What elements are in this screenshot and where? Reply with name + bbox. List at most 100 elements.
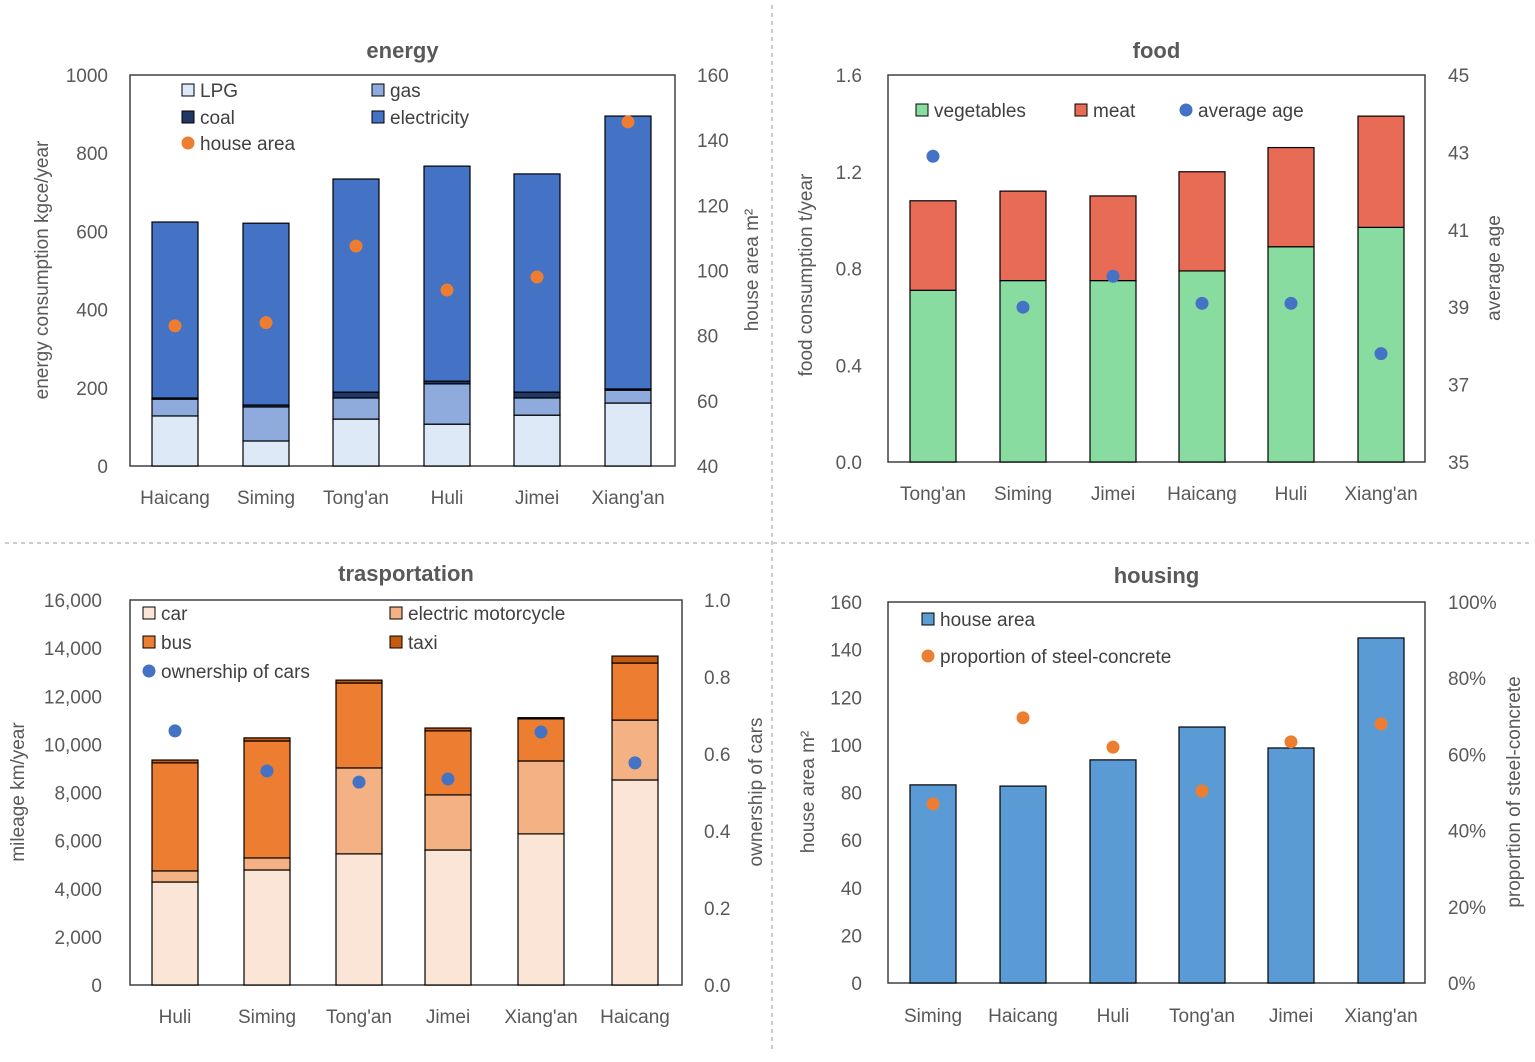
point-house-area-xiangan [621,115,635,129]
bar-LPG-haicang [151,415,199,467]
x-tick-label: Huli [1275,484,1308,505]
y-tick-label: 10,000 [44,735,102,756]
plot-area [129,599,683,986]
y2-axis-label: ownership of cars [746,718,767,867]
bar-bus-tongan [335,682,383,769]
y2-axis-label: average age [1484,215,1505,321]
bar-house-area-siming [909,784,957,984]
y2-axis-label: house area m² [742,209,763,332]
y2-tick-label: 35 [1448,453,1469,474]
legend-swatch [371,110,385,124]
legend-label: proportion of steel-concrete [940,647,1171,668]
x-tick-label: Haicang [140,488,210,509]
y2-tick-label: 100 [697,262,729,283]
y2-tick-label: 1.0 [704,591,730,612]
legend-label: vegetables [934,101,1026,122]
bar-taxi-jimei [424,727,472,732]
x-tick-label: Huli [1097,1006,1130,1027]
y2-tick-label: 43 [1448,143,1469,164]
bar-car-siming [243,869,291,986]
legend-swatch [142,606,156,620]
bar-car-huli [151,881,199,986]
y-tick-label: 0 [97,457,108,478]
y-axis-label: energy consumption kgce/year [32,140,53,399]
bar-vegetables-jimei [1089,279,1137,463]
point-average-age-haicang [1195,296,1209,310]
x-tick-label: Jimei [426,1007,470,1028]
chart-food: food 0.0 0.4 0.8 1.2 1.6 35 37 39 41 43 45 food cons… [796,38,1505,505]
bar-car-jimei [424,849,472,986]
y-tick-label: 1000 [66,66,108,87]
y-tick-label: 100 [830,736,862,757]
bar-electric-motorcycle-siming [243,857,291,871]
legend-label: meat [1093,101,1136,122]
y-tick-label: 60 [841,831,862,852]
bar-LPG-jimei [513,414,561,467]
y-tick-label: 16,000 [44,591,102,612]
y-tick-label: 80 [841,784,862,805]
point-proportion-of-steel-concrete-xiangan [1374,717,1388,731]
bar-house-area-jimei [1267,747,1315,984]
point-house-area-huli [440,283,454,297]
y-axis-label: food consumption t/year [796,173,817,376]
legend-swatch [389,635,403,649]
y2-tick-label: 41 [1448,221,1469,242]
bar-LPG-siming [242,440,290,467]
y-tick-label: 20 [841,926,862,947]
legend-marker [921,649,935,663]
bar-taxi-tongan [335,679,383,684]
legend-marker [1179,103,1193,117]
chart-housing: housing 0 20 40 60 80 100 120 140 160 0% 20% 40% 60% 8… [798,563,1525,1027]
y-tick-label: 12,000 [44,687,102,708]
bar-bus-huli [151,762,199,872]
bar-house-area-tongan [1178,726,1226,984]
y2-tick-label: 160 [697,66,729,87]
bar-electric-motorcycle-xiangan [517,760,565,835]
y-tick-label: 800 [76,144,108,165]
point-average-age-jimei [1106,269,1120,283]
y2-tick-label: 40 [697,457,718,478]
x-tick-label: Siming [994,484,1052,505]
y-axis-label: house area m² [798,731,819,854]
y2-tick-label: 60% [1448,745,1486,766]
chart-title: food [1133,38,1181,63]
point-house-area-siming [259,316,273,330]
bar-gas-siming [242,406,290,442]
y2-tick-label: 37 [1448,376,1469,397]
bar-gas-haicang [151,398,199,417]
legend-label: house area [200,134,296,155]
y2-tick-label: 120 [697,196,729,217]
y2-tick-label: 0.0 [704,976,730,997]
bar-LPG-tongan [332,418,380,467]
y-tick-label: 8,000 [54,784,102,805]
bar-electricity-tongan [332,178,380,393]
chart-title: housing [1114,563,1200,588]
y-tick-label: 0 [91,976,102,997]
legend-label: car [161,604,188,625]
legend-label: taxi [408,633,438,654]
legend-label: LPG [200,81,238,102]
x-tick-label: Huli [431,488,464,509]
x-tick-label: Haicang [600,1007,670,1028]
y-tick-label: 0.8 [836,260,862,281]
y2-tick-label: 39 [1448,298,1469,319]
y-tick-label: 6,000 [54,832,102,853]
bar-vegetables-tongan [909,289,957,463]
legend-swatch [389,606,403,620]
y2-tick-label: 0.4 [704,822,731,843]
x-tick-label: Xiang'an [504,1007,577,1028]
point-proportion-of-steel-concrete-jimei [1284,735,1298,749]
point-average-age-huli [1284,296,1298,310]
bar-electricity-siming [242,222,290,406]
point-average-age-xiangan [1374,347,1388,361]
x-tick-label: Jimei [1269,1006,1313,1027]
legend-swatch [371,83,385,97]
bar-electric-motorcycle-jimei [424,794,472,851]
bar-car-tongan [335,853,383,986]
legend-label: ownership of cars [161,662,310,683]
point-house-area-jimei [530,270,544,284]
legend-swatch [915,103,929,117]
x-tick-label: Tong'an [326,1007,392,1028]
point-ownership-of-cars-huli [168,724,182,738]
point-proportion-of-steel-concrete-siming [926,797,940,811]
